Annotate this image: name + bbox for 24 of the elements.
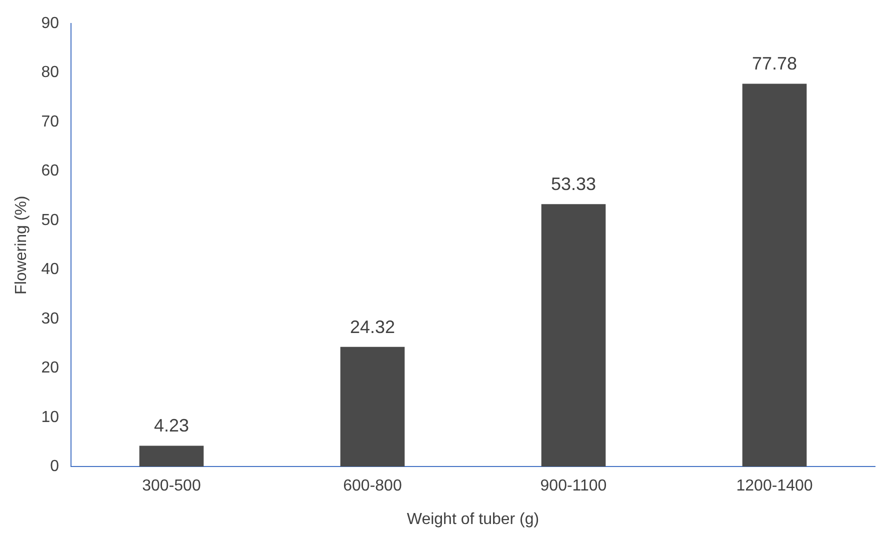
y-tick-label: 20 <box>41 360 60 377</box>
bar <box>541 204 606 467</box>
y-tick-label: 40 <box>41 261 60 278</box>
x-tick-label: 300-500 <box>142 478 201 495</box>
data-label: 77.78 <box>752 54 798 74</box>
y-tick-label: 50 <box>41 212 60 229</box>
y-axis-title: Flowering (%) <box>13 196 30 294</box>
data-label: 53.33 <box>550 174 596 194</box>
x-axis-title: Weight of tuber (g) <box>406 510 540 528</box>
y-tick-label: 30 <box>41 310 60 328</box>
y-tick-label: 0 <box>50 458 60 476</box>
x-tick-label: 1200-1400 <box>736 478 813 495</box>
y-tick-label: 90 <box>41 15 60 32</box>
bar <box>742 84 807 467</box>
y-tick-label: 60 <box>41 162 60 180</box>
y-tick-label: 10 <box>41 408 60 426</box>
x-tick-label: 600-800 <box>343 478 402 495</box>
bar <box>340 346 405 467</box>
y-tick-label: 80 <box>41 64 60 82</box>
bar <box>139 446 204 467</box>
data-label: 4.23 <box>154 416 190 436</box>
x-tick-label: 900-1100 <box>540 478 607 495</box>
data-label: 24.32 <box>350 316 396 337</box>
y-tick-label: 70 <box>41 113 60 130</box>
